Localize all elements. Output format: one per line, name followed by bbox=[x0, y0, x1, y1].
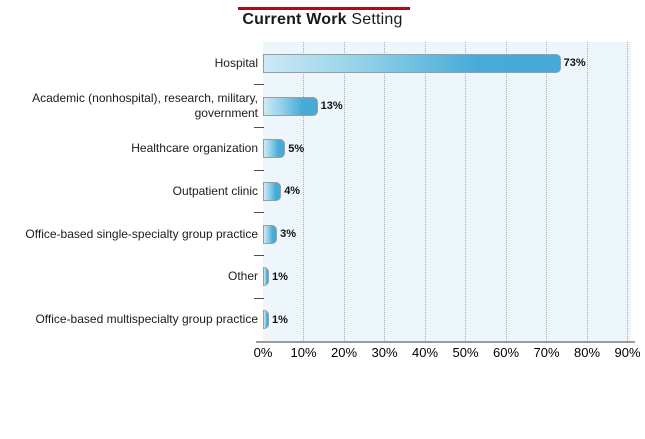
bar bbox=[263, 181, 282, 201]
x-tick-label: 50% bbox=[452, 345, 479, 360]
category-label-line: Hospital bbox=[214, 55, 258, 70]
gridline-50 bbox=[465, 42, 466, 341]
gridline-20 bbox=[343, 42, 345, 341]
y-minor-tick bbox=[254, 169, 264, 171]
x-tick-label: 60% bbox=[492, 345, 520, 360]
category-label: Office-based multispecialty group practi… bbox=[0, 298, 258, 341]
x-tick-label: 40% bbox=[411, 345, 439, 360]
x-tick-label: 70% bbox=[533, 345, 560, 360]
category-label: Office-based single-specialty group prac… bbox=[0, 213, 258, 256]
x-tick-label: 10% bbox=[290, 345, 317, 360]
value-label: 1% bbox=[272, 270, 288, 283]
y-minor-tick bbox=[254, 297, 264, 299]
bar bbox=[263, 53, 561, 73]
title-accent-rule bbox=[238, 7, 410, 10]
category-label-line: Outpatient clinic bbox=[172, 183, 258, 198]
gridline-30 bbox=[384, 42, 385, 341]
bar-row: 73% bbox=[263, 42, 631, 85]
x-tick-label: 90% bbox=[614, 345, 641, 360]
category-label: Academic (nonhospital), research, milita… bbox=[0, 85, 258, 128]
value-label: 73% bbox=[563, 57, 586, 70]
bar-row: 3% bbox=[263, 213, 631, 256]
category-label: Other bbox=[0, 256, 258, 299]
y-minor-tick bbox=[254, 255, 264, 257]
category-label-line: Office-based single-specialty group prac… bbox=[25, 226, 258, 241]
gridline-10 bbox=[303, 42, 304, 341]
category-label-line: Academic (nonhospital), research, milita… bbox=[32, 91, 258, 106]
bar-row: 13% bbox=[263, 85, 631, 128]
value-label: 1% bbox=[272, 313, 288, 326]
x-axis-line bbox=[256, 341, 635, 343]
chart-title-bold: Current Work bbox=[242, 11, 347, 28]
bar bbox=[263, 267, 270, 287]
x-tick-label: 30% bbox=[371, 345, 398, 360]
plot-area: 73% 13% 5% 4% 3% 1% 1% bbox=[263, 42, 631, 341]
y-minor-tick bbox=[254, 212, 264, 214]
bar bbox=[263, 139, 286, 159]
category-label-line: Other bbox=[227, 269, 258, 284]
value-label: 4% bbox=[284, 185, 301, 198]
gridline-90 bbox=[627, 42, 628, 341]
x-tick-label: 0% bbox=[253, 345, 273, 360]
gridline-60 bbox=[505, 42, 507, 341]
value-label: 5% bbox=[288, 142, 305, 155]
value-label: 3% bbox=[280, 228, 297, 241]
gridline-80 bbox=[586, 42, 588, 341]
bar bbox=[263, 310, 270, 330]
chart-title: Current Work Setting bbox=[0, 11, 645, 29]
bar-row: 1% bbox=[263, 256, 631, 299]
x-tick-label: 80% bbox=[573, 345, 601, 360]
x-tick-label: 20% bbox=[330, 345, 358, 360]
y-minor-tick bbox=[254, 126, 264, 128]
y-minor-tick bbox=[254, 84, 264, 86]
category-label-line: government bbox=[194, 106, 258, 121]
bar bbox=[263, 96, 318, 116]
bar-row: 4% bbox=[263, 170, 631, 213]
category-label-line: Office-based multispecialty group practi… bbox=[35, 312, 258, 327]
gridline-40 bbox=[424, 42, 426, 341]
category-label: Healthcare organization bbox=[0, 127, 258, 170]
bar-row: 1% bbox=[263, 298, 631, 341]
value-label: 13% bbox=[320, 100, 343, 113]
category-label: Hospital bbox=[0, 42, 258, 85]
chart-title-regular: Setting bbox=[346, 11, 403, 28]
bar-row: 5% bbox=[263, 127, 631, 170]
category-label-line: Healthcare organization bbox=[131, 141, 258, 156]
category-label: Outpatient clinic bbox=[0, 170, 258, 213]
bar bbox=[263, 224, 278, 244]
gridline-70 bbox=[546, 42, 547, 341]
